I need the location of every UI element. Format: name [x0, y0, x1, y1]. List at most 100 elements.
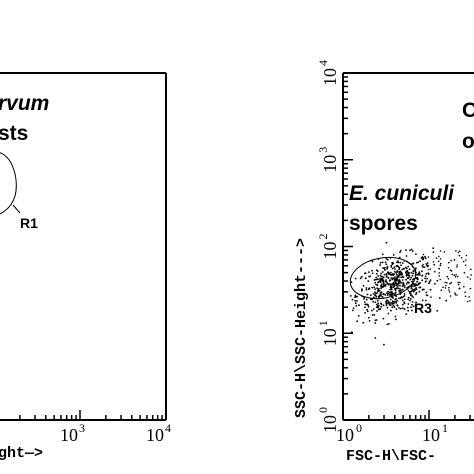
event-dot: [405, 278, 407, 281]
event-dot: [469, 278, 472, 280]
event-dot: [419, 260, 421, 263]
event-dot: [391, 306, 394, 309]
event-dot: [376, 292, 378, 294]
event-dot: [423, 266, 426, 268]
event-dot: [370, 294, 372, 297]
event-dot: [446, 275, 449, 278]
event-dot: [381, 271, 384, 273]
event-dot: [440, 289, 443, 292]
event-dot: [381, 261, 384, 264]
event-dot: [410, 248, 413, 251]
event-dot: [457, 283, 460, 286]
event-dot: [390, 285, 392, 288]
event-dot: [434, 282, 436, 285]
event-dot: [385, 241, 388, 244]
event-dot: [448, 291, 451, 293]
event-dot: [403, 293, 406, 295]
event-dot: [456, 294, 458, 296]
event-dot: [366, 308, 368, 311]
event-dot: [409, 299, 411, 302]
event-dot: [399, 251, 401, 254]
event-dot: [384, 269, 386, 271]
event-dot: [376, 299, 379, 302]
event-dot: [455, 274, 457, 276]
right-y-tick-exp-3: 3: [316, 147, 330, 153]
event-dot: [470, 274, 472, 276]
event-dot: [393, 277, 395, 279]
event-dot: [381, 283, 383, 286]
right-gate-r3-label: R3: [414, 300, 432, 316]
event-dot: [354, 294, 357, 297]
event-dot: [374, 322, 377, 324]
left-x-tick-exp-1: 3: [79, 421, 85, 435]
event-dot: [395, 295, 397, 298]
event-dot: [423, 288, 425, 291]
event-dot: [399, 270, 402, 273]
event-dot: [454, 276, 457, 278]
event-dot: [380, 294, 382, 297]
event-dot: [389, 288, 391, 291]
event-dot: [403, 286, 406, 289]
event-dot: [466, 300, 469, 303]
event-dot: [366, 310, 369, 313]
event-dot: [390, 266, 393, 268]
event-dot: [395, 281, 397, 284]
event-dot: [456, 266, 458, 268]
event-dot: [469, 287, 472, 290]
left-x-axis-label: ght—>: [0, 445, 43, 462]
event-dot: [389, 293, 391, 296]
event-dot: [365, 298, 368, 301]
event-dot: [368, 271, 370, 273]
event-dot: [403, 284, 406, 287]
event-dot: [361, 289, 363, 292]
event-dot: [439, 264, 442, 267]
event-dot: [379, 274, 382, 277]
event-dot: [421, 275, 423, 277]
event-dot: [416, 280, 418, 283]
right-y-tick-label-group-1: 101: [316, 320, 340, 346]
event-dot: [391, 283, 394, 285]
event-dot: [398, 256, 401, 259]
event-dot: [365, 303, 367, 306]
event-dot: [465, 259, 467, 261]
event-dot: [424, 255, 426, 258]
event-dot: [372, 292, 375, 295]
event-dot: [354, 302, 357, 305]
event-dot: [393, 279, 396, 281]
event-dot: [394, 298, 397, 301]
event-dot: [436, 279, 439, 282]
event-dot: [453, 259, 456, 261]
event-dot: [391, 263, 394, 266]
event-dot: [377, 289, 379, 292]
event-dot: [411, 301, 414, 303]
event-dot: [410, 297, 412, 300]
event-dot: [470, 268, 472, 271]
event-dot: [399, 249, 402, 252]
event-dot: [363, 272, 366, 275]
event-dot: [437, 260, 440, 263]
event-dot: [383, 273, 386, 276]
event-dot: [405, 255, 408, 257]
right-annotation-line-2: spores: [349, 212, 418, 235]
event-dot: [408, 268, 411, 271]
event-dot: [383, 283, 385, 286]
event-dot: [412, 272, 415, 275]
event-dot: [377, 308, 380, 311]
event-dot: [380, 287, 382, 290]
event-dot: [380, 303, 383, 306]
event-dot: [444, 287, 447, 289]
event-dot: [387, 290, 389, 293]
event-dot: [356, 300, 358, 302]
event-dot: [424, 281, 427, 283]
event-dot: [454, 292, 456, 294]
event-dot: [355, 304, 358, 307]
event-dot: [386, 258, 389, 261]
event-dot: [403, 295, 406, 297]
event-dot: [376, 310, 378, 312]
event-dot: [374, 337, 377, 339]
event-dot: [411, 250, 414, 253]
event-dot: [385, 274, 388, 277]
event-dot: [424, 299, 427, 302]
